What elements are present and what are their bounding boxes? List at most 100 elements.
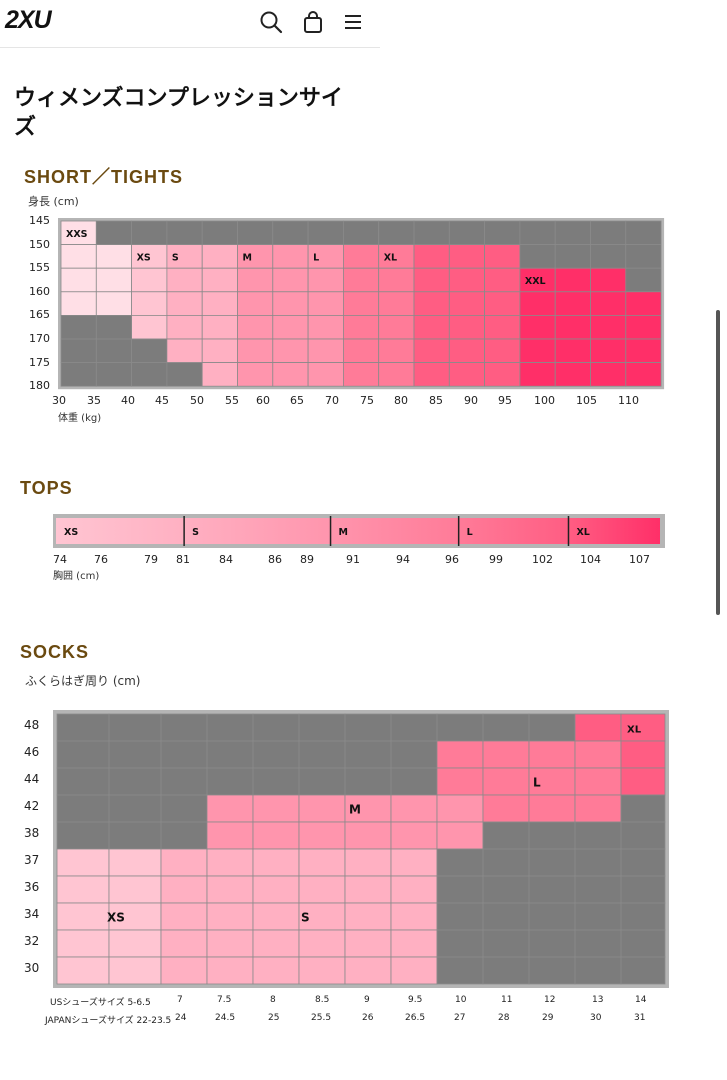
tights-cell [448,220,485,246]
socks-cell [482,794,530,823]
socks-us-tick: USシューズサイズ 5-6.5 [50,998,151,1008]
tights-cell [201,338,238,364]
socks-cell [108,875,162,904]
tights-cell [378,362,415,387]
tights-cell [590,362,627,387]
socks-cell [574,929,622,958]
scrollbar[interactable] [716,310,720,615]
menu-icon[interactable] [340,9,366,35]
logo[interactable]: 2XU [5,6,52,34]
tights-cell [166,267,203,293]
tights-cell [413,220,450,246]
tights-x-tick: 85 [429,394,443,407]
tops-x-tick: 79 [144,553,158,566]
socks-cell [108,956,162,985]
socks-cell [528,902,576,931]
tops-segment-s [184,518,331,544]
tights-cell [166,220,203,246]
socks-cell [56,821,110,850]
socks-cell [528,794,576,823]
tops-x-tick: 76 [94,553,108,566]
tights-cell [237,220,274,246]
socks-label-l: L [533,775,541,789]
tights-cell [519,220,556,246]
socks-us-tick: 8 [270,995,276,1005]
tights-cell [166,362,203,387]
tights-y-tick: 155 [29,261,50,275]
tights-cell [590,291,627,316]
socks-cell [482,956,530,985]
tights-cell [413,338,450,364]
socks-cell [436,875,484,904]
tops-label-m: M [339,527,348,538]
socks-cell [436,848,484,877]
tops-xlabel: 胸囲 (cm) [53,571,100,582]
tights-title: SHORT／TIGHTS [24,167,183,187]
socks-cell [528,875,576,904]
socks-cell [528,821,576,850]
socks-chart: XL L M XS S [53,710,669,988]
tights-cell [413,291,450,316]
socks-cell [390,794,438,823]
search-icon[interactable] [258,9,284,35]
tights-cell [625,315,662,340]
tights-x-tick: 90 [464,394,478,407]
tights-cell [590,267,627,293]
socks-cell [206,821,254,850]
socks-cell [482,848,530,877]
tights-cell [131,315,168,340]
tights-x-tick: 80 [394,394,408,407]
tights-cell [95,338,132,364]
tights-cell [625,220,662,246]
tights-cell [131,362,168,387]
socks-cell [574,767,622,796]
socks-cell [528,956,576,985]
socks-y-tick: 37 [24,853,40,867]
tights-cell [342,267,380,293]
socks-cell [344,902,392,931]
tights-ylabel: 身長 (cm) [28,195,79,208]
tights-cell [342,362,380,387]
socks-cell [620,929,666,958]
tights-cell [201,362,238,387]
socks-jp-tick: 25.5 [311,1013,332,1023]
socks-cell [620,956,666,985]
socks-y-tick: 42 [24,799,40,813]
tops-x-tick: 96 [445,553,459,566]
tights-cell [484,338,521,364]
tights-cell [554,315,591,340]
socks-cell [206,875,254,904]
socks-cell [390,821,438,850]
tights-cell [60,315,97,340]
socks-us-tick: 11 [501,995,513,1005]
tights-y-tick: 175 [29,355,50,369]
socks-cell [160,929,208,958]
socks-cell [56,740,110,769]
socks-us-tick: 9 [364,995,370,1005]
tights-cell [554,244,591,269]
socks-cell [344,848,392,877]
socks-cell [298,713,346,742]
socks-cell [390,713,438,742]
tights-cell [201,315,238,340]
tights-x-tick: 50 [190,394,204,407]
socks-label-xs: XS [107,910,125,924]
bag-icon[interactable] [300,9,326,35]
socks-cell [252,956,300,985]
socks-jp-tick: 24.5 [215,1013,236,1023]
socks-cell [252,794,300,823]
socks-us-tick: 7.5 [217,995,232,1005]
socks-cell [344,794,392,823]
tights-cell [131,220,168,246]
tights-chart: XXS XS S M L XL XXL [58,218,665,390]
tops-segment-xs [56,518,185,544]
socks-cell [206,848,254,877]
tops-x-tick: 107 [629,553,650,566]
socks-y-tick: 32 [24,934,40,948]
socks-cell [160,740,208,769]
tights-cell [342,220,380,246]
socks-cell [108,767,162,796]
tights-cell [448,244,485,269]
socks-cell [574,713,622,742]
socks-cell [482,767,530,796]
